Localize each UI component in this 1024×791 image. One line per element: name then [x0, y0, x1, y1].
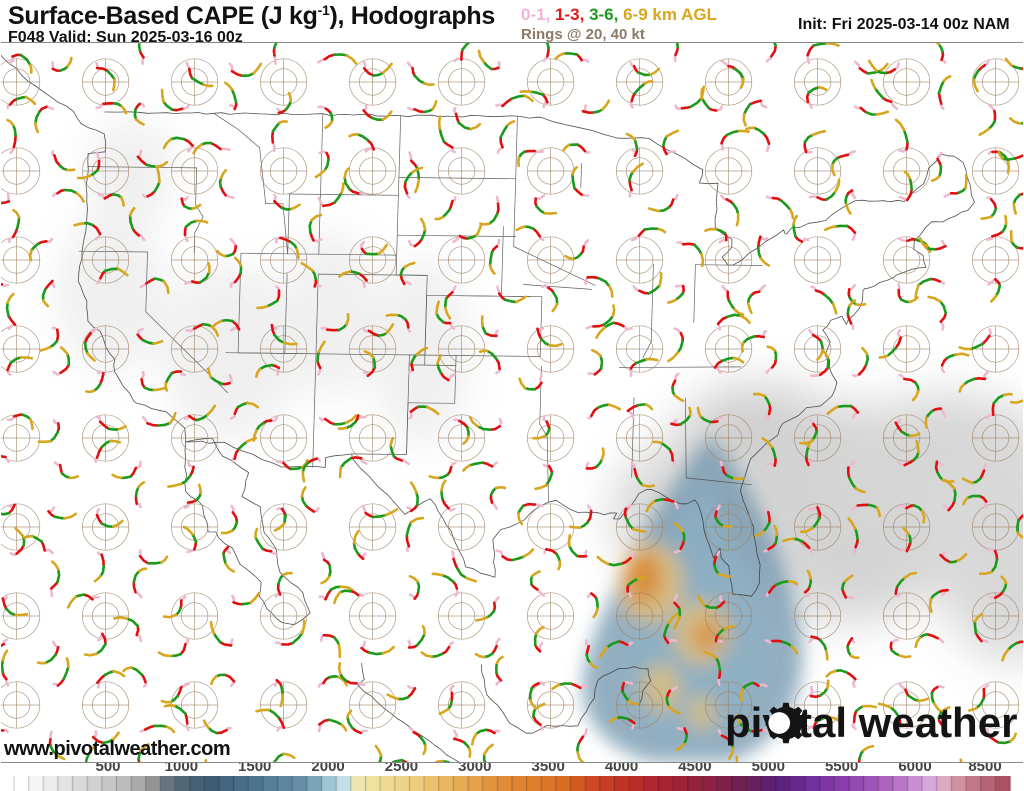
- svg-text:tal weather: tal weather: [798, 701, 1017, 746]
